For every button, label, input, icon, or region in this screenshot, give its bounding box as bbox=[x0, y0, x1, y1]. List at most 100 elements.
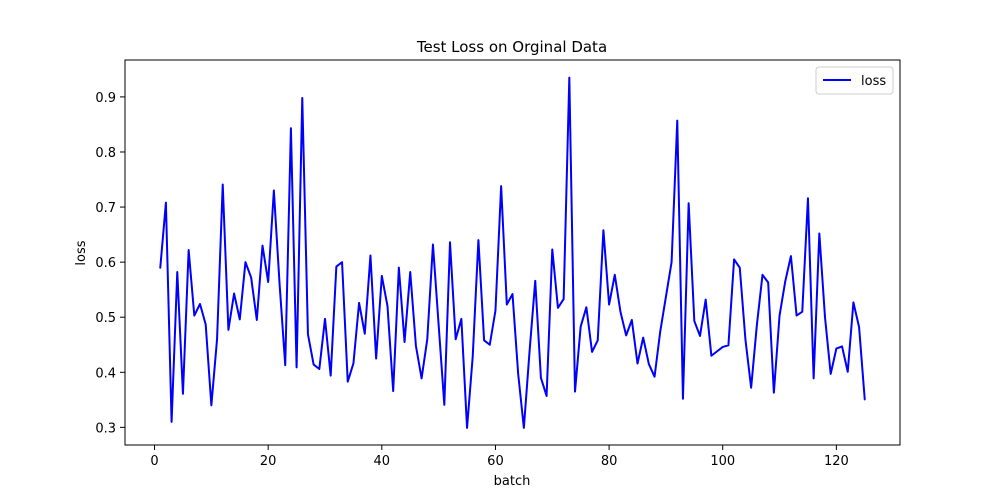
data-point bbox=[636, 362, 639, 365]
data-point bbox=[438, 324, 440, 326]
x-tick-label: 100 bbox=[710, 454, 735, 469]
data-point bbox=[767, 281, 769, 284]
data-point bbox=[761, 274, 764, 276]
x-tick-label: 120 bbox=[824, 454, 849, 469]
data-point bbox=[364, 333, 366, 335]
data-point bbox=[830, 373, 832, 375]
data-point bbox=[386, 305, 389, 307]
data-point bbox=[460, 318, 462, 320]
data-point bbox=[403, 341, 406, 343]
y-tick-label: 0.5 bbox=[95, 311, 116, 326]
data-point bbox=[415, 345, 417, 347]
data-point bbox=[483, 339, 485, 341]
data-point bbox=[614, 274, 616, 276]
data-point bbox=[591, 351, 593, 353]
data-point bbox=[449, 241, 451, 243]
data-point bbox=[597, 339, 599, 341]
data-point bbox=[653, 376, 656, 378]
data-point bbox=[545, 395, 548, 397]
data-point bbox=[290, 127, 292, 129]
data-point bbox=[551, 248, 553, 251]
data-point bbox=[517, 373, 519, 375]
data-point bbox=[216, 338, 218, 340]
data-point bbox=[193, 314, 195, 317]
data-point bbox=[585, 306, 587, 308]
data-point bbox=[477, 239, 480, 241]
data-point bbox=[250, 276, 252, 279]
data-point bbox=[773, 392, 775, 394]
x-tick-label: 40 bbox=[374, 454, 391, 469]
data-point bbox=[369, 254, 372, 257]
data-point bbox=[239, 318, 241, 321]
data-point bbox=[602, 229, 605, 231]
data-point bbox=[619, 311, 622, 313]
data-point bbox=[625, 334, 627, 336]
data-point bbox=[506, 303, 508, 306]
data-point bbox=[432, 243, 434, 246]
data-point bbox=[557, 307, 559, 309]
x-tick-label: 20 bbox=[260, 454, 277, 469]
data-point bbox=[301, 97, 303, 99]
data-point bbox=[852, 301, 855, 303]
data-point bbox=[318, 368, 320, 370]
data-point bbox=[824, 316, 826, 318]
y-tick-label: 0.8 bbox=[95, 146, 116, 161]
data-point bbox=[500, 185, 502, 187]
x-tick-label: 0 bbox=[150, 454, 158, 469]
data-point bbox=[472, 355, 474, 357]
data-point bbox=[233, 292, 235, 295]
x-tick-label: 60 bbox=[487, 454, 504, 469]
data-point bbox=[739, 267, 741, 269]
data-point bbox=[341, 261, 343, 263]
data-point bbox=[261, 245, 264, 247]
data-point bbox=[727, 344, 730, 346]
data-point bbox=[176, 271, 178, 273]
y-tick-label: 0.9 bbox=[95, 91, 116, 106]
data-point bbox=[244, 261, 247, 263]
data-point bbox=[864, 399, 866, 401]
data-point bbox=[733, 258, 735, 260]
data-point bbox=[227, 329, 230, 331]
data-point bbox=[307, 333, 309, 335]
data-point bbox=[568, 77, 570, 79]
data-point bbox=[722, 346, 724, 348]
plot-frame bbox=[124, 59, 901, 446]
data-point bbox=[670, 261, 673, 263]
data-point bbox=[170, 421, 173, 423]
x-tick-label: 80 bbox=[601, 454, 618, 469]
data-point bbox=[420, 377, 423, 379]
data-point bbox=[659, 330, 661, 333]
data-point bbox=[455, 338, 457, 340]
data-point bbox=[688, 202, 690, 204]
data-point bbox=[273, 189, 275, 192]
data-point bbox=[801, 311, 803, 313]
data-point bbox=[523, 427, 525, 429]
y-tick-label: 0.3 bbox=[95, 421, 116, 436]
data-point bbox=[466, 427, 468, 429]
data-point bbox=[813, 377, 815, 379]
legend-label: loss bbox=[861, 74, 886, 89]
chart-title: Test Loss on Orginal Data bbox=[416, 38, 607, 56]
data-point bbox=[540, 377, 542, 379]
data-point bbox=[398, 267, 400, 269]
legend: loss bbox=[815, 66, 894, 95]
data-point bbox=[750, 387, 752, 389]
data-point bbox=[608, 303, 610, 306]
data-point bbox=[443, 404, 445, 406]
data-point bbox=[665, 296, 667, 298]
data-point bbox=[284, 364, 286, 366]
data-point bbox=[784, 280, 786, 283]
data-point bbox=[710, 355, 712, 357]
x-axis-label: batch bbox=[494, 474, 531, 489]
data-point bbox=[210, 404, 212, 406]
data-point bbox=[744, 339, 747, 341]
data-point bbox=[426, 338, 428, 340]
data-point bbox=[409, 271, 411, 273]
data-point bbox=[580, 325, 582, 328]
data-point bbox=[807, 197, 809, 199]
data-point bbox=[511, 293, 514, 295]
data-point bbox=[347, 381, 349, 383]
data-point bbox=[835, 348, 837, 350]
data-point bbox=[381, 275, 383, 277]
